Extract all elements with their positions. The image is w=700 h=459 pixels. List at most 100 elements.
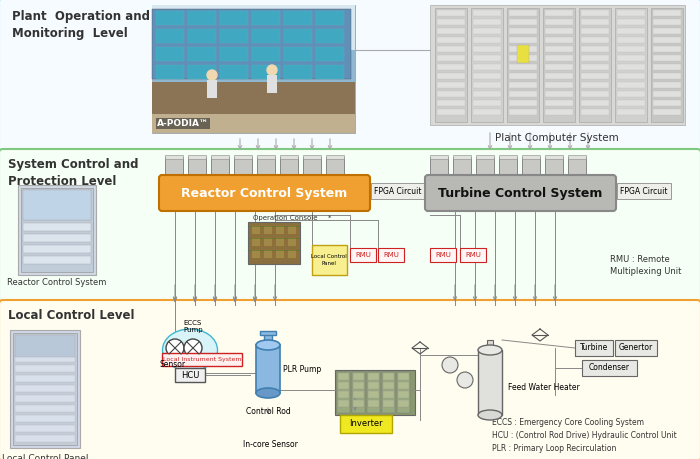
Bar — [220, 29, 248, 43]
Bar — [23, 190, 91, 198]
Bar — [437, 64, 465, 70]
Text: Control Rod: Control Rod — [246, 407, 290, 416]
Bar — [509, 37, 537, 43]
Bar — [15, 425, 75, 432]
Bar — [653, 82, 681, 88]
Bar — [326, 155, 344, 159]
Bar — [353, 382, 364, 389]
Bar — [175, 368, 205, 382]
Text: RMU: RMU — [383, 252, 399, 258]
FancyBboxPatch shape — [0, 149, 700, 305]
Text: RMU : Remote
Multiplexing Unit: RMU : Remote Multiplexing Unit — [610, 255, 681, 276]
Bar — [256, 345, 280, 393]
Bar — [437, 10, 465, 16]
Bar — [397, 372, 410, 413]
FancyBboxPatch shape — [425, 175, 616, 211]
Bar — [615, 8, 647, 122]
Text: A-PODIA™: A-PODIA™ — [157, 119, 209, 128]
Bar — [581, 37, 609, 43]
Text: In-core Sensor: In-core Sensor — [243, 440, 298, 449]
Bar — [617, 28, 645, 34]
Bar — [260, 331, 276, 335]
Bar — [338, 373, 349, 380]
Bar — [581, 28, 609, 34]
Bar — [473, 91, 501, 97]
Bar — [617, 183, 671, 199]
Bar — [263, 249, 272, 258]
Bar — [368, 391, 379, 398]
Bar — [165, 157, 183, 177]
Bar — [509, 64, 537, 70]
Bar — [617, 109, 645, 115]
Bar — [653, 64, 681, 70]
Bar — [383, 382, 394, 389]
Bar — [509, 100, 537, 106]
Bar — [156, 47, 184, 61]
Bar — [378, 248, 404, 262]
Bar — [575, 340, 613, 356]
Bar — [252, 47, 280, 61]
Bar — [188, 47, 216, 61]
Bar — [581, 91, 609, 97]
Bar — [251, 225, 260, 234]
Bar — [152, 114, 355, 133]
Bar — [581, 73, 609, 79]
Bar — [220, 11, 248, 25]
Bar — [15, 385, 75, 392]
Bar — [188, 157, 206, 177]
Ellipse shape — [162, 329, 218, 371]
Text: System Control and
Protection Level: System Control and Protection Level — [8, 158, 139, 188]
Circle shape — [457, 372, 473, 388]
Text: ECCS
Pump: ECCS Pump — [183, 320, 203, 333]
FancyBboxPatch shape — [159, 175, 370, 211]
Bar — [338, 382, 349, 389]
Bar — [545, 10, 573, 16]
Bar — [460, 248, 486, 262]
Bar — [248, 222, 300, 264]
Bar — [264, 333, 272, 347]
Bar — [581, 100, 609, 106]
Text: Condenser: Condenser — [589, 364, 629, 373]
Bar — [476, 157, 494, 177]
Bar — [509, 28, 537, 34]
Bar — [617, 10, 645, 16]
Bar — [275, 249, 284, 258]
Bar — [581, 10, 609, 16]
Bar — [545, 82, 573, 88]
Bar — [509, 91, 537, 97]
Bar — [507, 8, 539, 122]
Bar — [545, 91, 573, 97]
Bar — [15, 435, 75, 442]
Bar — [545, 100, 573, 106]
Bar — [284, 47, 312, 61]
Bar — [338, 391, 349, 398]
Bar — [303, 157, 321, 177]
Bar — [263, 237, 272, 246]
Ellipse shape — [478, 410, 502, 420]
Bar — [23, 234, 91, 242]
Bar — [18, 185, 96, 275]
Text: HCU: HCU — [181, 370, 199, 380]
Bar — [188, 11, 216, 25]
Bar — [435, 8, 467, 122]
Bar — [316, 11, 344, 25]
Bar — [653, 109, 681, 115]
Bar — [437, 91, 465, 97]
Text: RMU: RMU — [355, 252, 371, 258]
Bar — [581, 55, 609, 61]
Text: Turbine Control System: Turbine Control System — [438, 187, 602, 201]
Bar — [653, 91, 681, 97]
Bar — [188, 155, 206, 159]
Text: Local Control
Panel: Local Control Panel — [311, 254, 347, 266]
Text: Local Control Panel: Local Control Panel — [1, 454, 88, 459]
Bar — [335, 370, 415, 415]
Bar — [275, 225, 284, 234]
Bar — [473, 19, 501, 25]
Bar — [473, 109, 501, 115]
Text: FPGA Circuit: FPGA Circuit — [620, 186, 668, 196]
Bar — [437, 55, 465, 61]
Bar — [473, 73, 501, 79]
Bar — [653, 100, 681, 106]
Bar — [398, 382, 409, 389]
Text: RMU: RMU — [435, 252, 451, 258]
